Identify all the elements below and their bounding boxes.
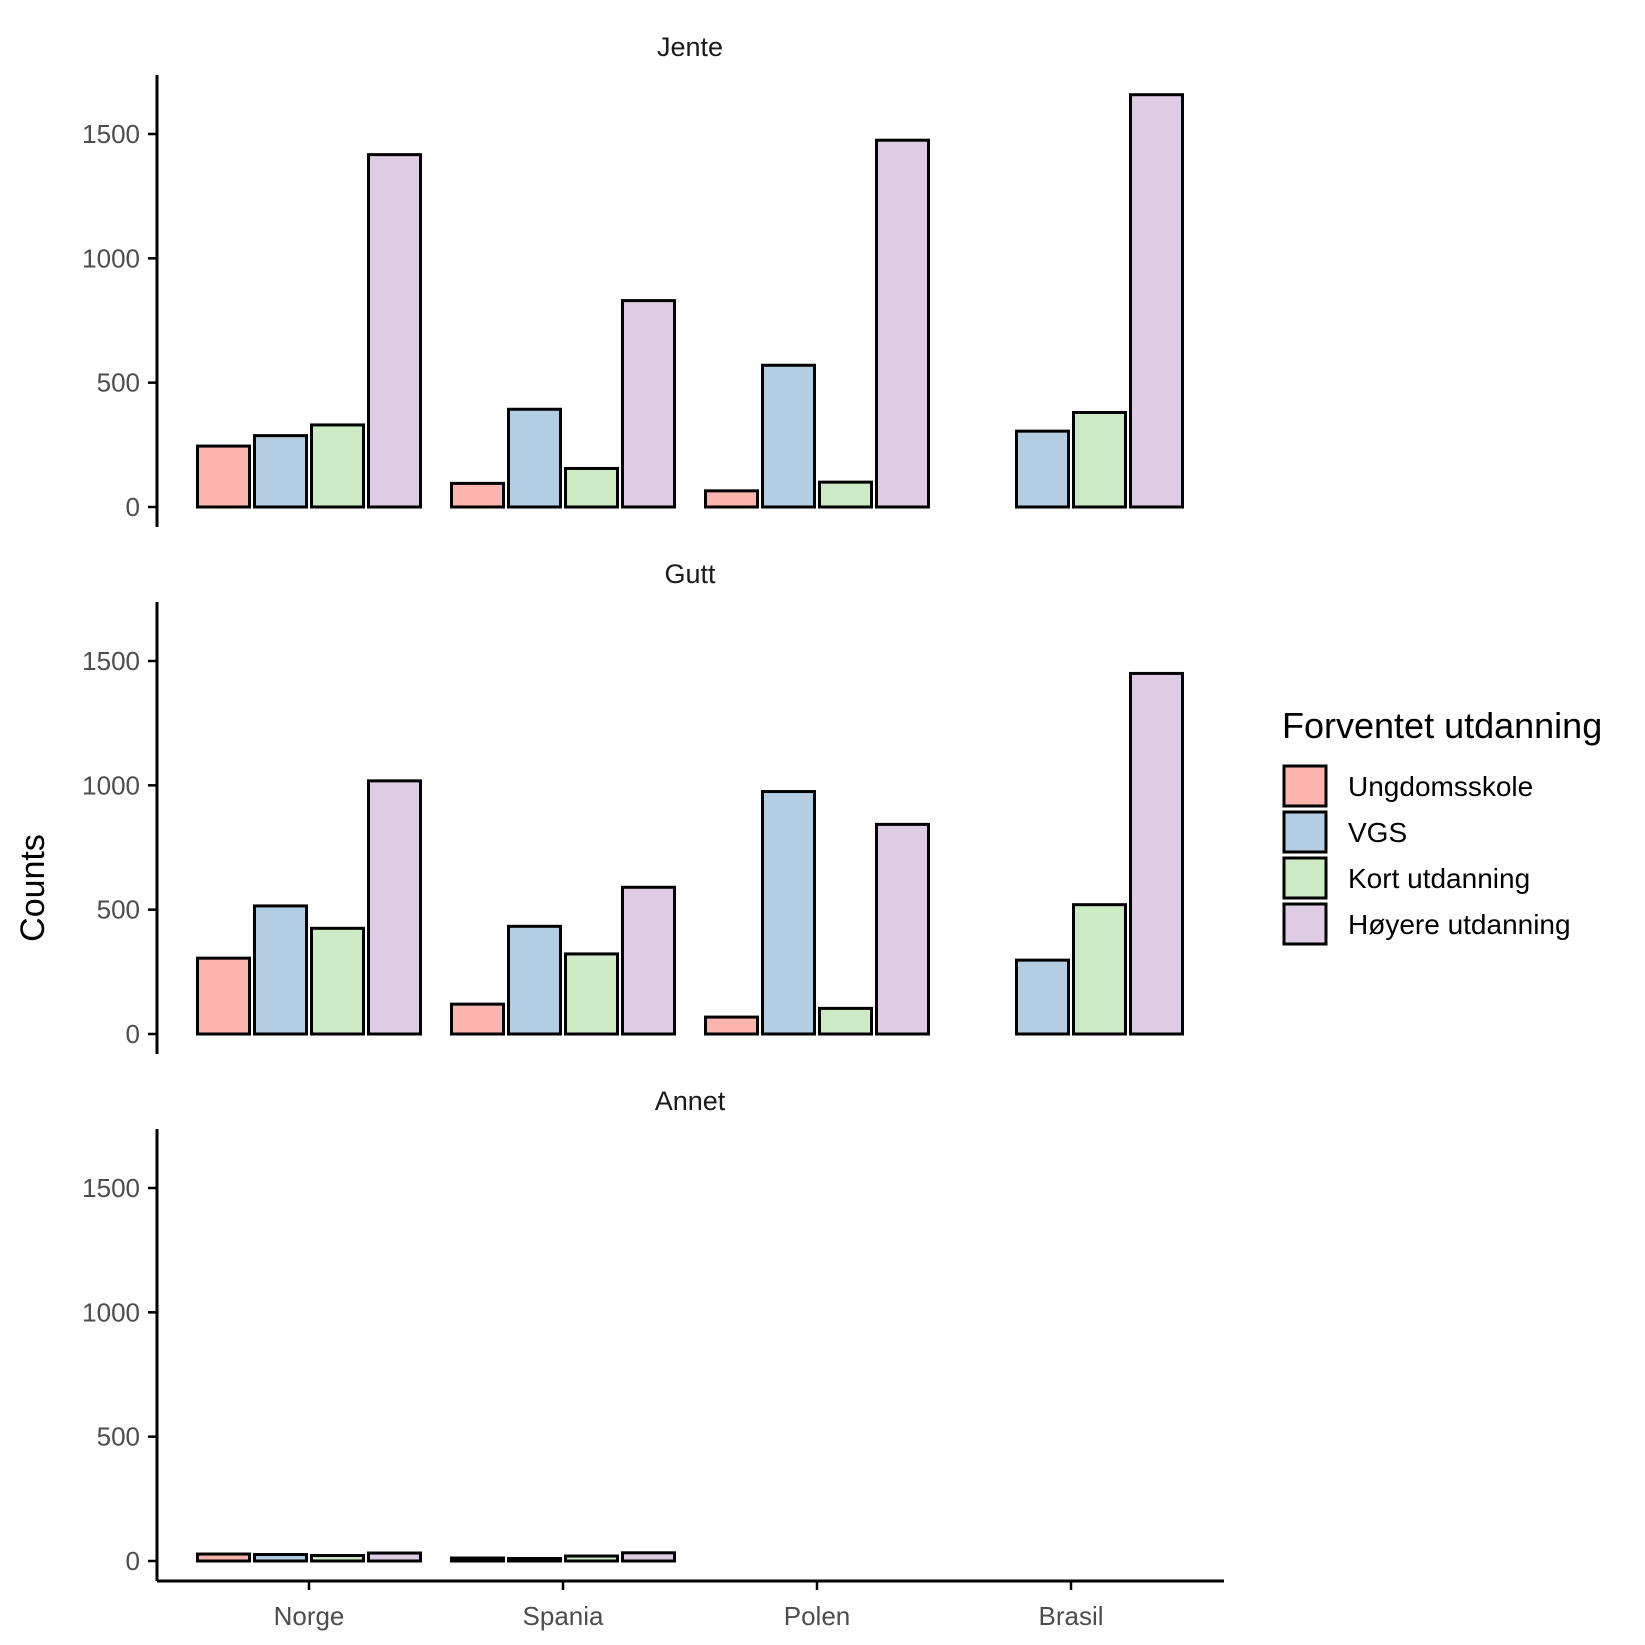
bar-gutt-spania-2	[564, 952, 619, 1036]
y-tick-label: 500	[97, 895, 140, 925]
panels: Jente 0 500 1000 1500 Gutt 0 500 1000 1500 Annet 0 5…	[82, 32, 1184, 1581]
bar-gutt-spania-3	[621, 885, 676, 1036]
bar-jente-polen-3	[875, 138, 930, 509]
y-tick-label: 1000	[82, 770, 140, 800]
y-tick-label: 1000	[82, 1297, 140, 1327]
bar-gutt-polen-1	[761, 790, 816, 1036]
y-tick-label: 0	[126, 1019, 140, 1049]
legend-swatch	[1282, 764, 1328, 808]
legend-label: Høyere utdanning	[1348, 909, 1571, 940]
x-tick-label: Polen	[784, 1601, 851, 1631]
y-axis-title: Counts	[14, 834, 52, 942]
bar-jente-spania-0	[450, 481, 505, 509]
bar-jente-norge-0	[196, 444, 251, 509]
legend-item: Kort utdanning	[1282, 856, 1530, 900]
bar-jente-norge-2	[310, 423, 365, 509]
bar-jente-norge-3	[367, 153, 422, 509]
legend-item: Ungdomsskole	[1282, 764, 1533, 808]
bar-jente-spania-3	[621, 299, 676, 509]
panel-title: Annet	[655, 1086, 726, 1116]
bar-gutt-norge-2	[310, 926, 365, 1036]
y-tick-label: 1500	[82, 119, 140, 149]
bar-jente-polen-2	[818, 480, 873, 509]
legend-label: Ungdomsskole	[1348, 771, 1533, 802]
bar-jente-brasil-3	[1129, 93, 1184, 509]
panel-jente: Jente 0 500 1000 1500	[82, 32, 1184, 527]
bar-jente-brasil-2	[1072, 411, 1127, 509]
legend-item: VGS	[1282, 810, 1407, 854]
bar-gutt-spania-1	[507, 924, 562, 1036]
bar-gutt-spania-0	[450, 1002, 505, 1036]
bar-gutt-polen-3	[875, 822, 930, 1036]
bar-annet-norge-2	[310, 1554, 365, 1563]
bar-jente-norge-1	[253, 434, 308, 509]
y-tick-label: 1500	[82, 646, 140, 676]
panel-title: Gutt	[664, 559, 716, 589]
bar-jente-polen-1	[761, 363, 816, 509]
legend-title: Forventet utdanning	[1282, 705, 1602, 746]
bar-gutt-norge-3	[367, 779, 422, 1036]
x-tick-label: Spania	[523, 1601, 604, 1631]
bar-gutt-norge-0	[196, 956, 251, 1036]
bar-jente-spania-1	[507, 407, 562, 509]
y-tick-label: 1000	[82, 243, 140, 273]
legend-item: Høyere utdanning	[1282, 902, 1571, 946]
legend-swatch	[1282, 810, 1328, 854]
panel-gutt: Gutt 0 500 1000 1500	[82, 559, 1184, 1054]
legend: Forventet utdanning Ungdomsskole VGS Kort …	[1282, 705, 1602, 946]
bar-annet-spania-0	[450, 1556, 505, 1563]
x-axis: Norge Spania Polen Brasil	[157, 1579, 1224, 1631]
y-tick-label: 0	[126, 1546, 140, 1576]
bar-jente-brasil-1	[1015, 429, 1070, 509]
bar-jente-spania-2	[564, 466, 619, 509]
x-tick-label: Norge	[274, 1601, 345, 1631]
bar-annet-norge-0	[196, 1552, 251, 1563]
panel-title: Jente	[657, 32, 723, 62]
bar-gutt-polen-2	[818, 1006, 873, 1036]
bar-gutt-brasil-1	[1015, 958, 1070, 1036]
y-tick-label: 500	[97, 1422, 140, 1452]
bar-annet-spania-1	[507, 1557, 562, 1563]
x-tick-label: Brasil	[1038, 1601, 1103, 1631]
bar-gutt-brasil-2	[1072, 903, 1127, 1036]
y-tick-label: 1500	[82, 1173, 140, 1203]
legend-swatch	[1282, 856, 1328, 900]
bar-gutt-norge-1	[253, 904, 308, 1036]
y-tick-label: 500	[97, 368, 140, 398]
y-tick-label: 0	[126, 492, 140, 522]
bar-gutt-brasil-3	[1129, 671, 1184, 1036]
legend-label: Kort utdanning	[1348, 863, 1530, 894]
legend-items: Ungdomsskole VGS Kort utdanning Høyere utda…	[1282, 764, 1571, 946]
bar-jente-polen-0	[704, 489, 759, 509]
legend-label: VGS	[1348, 817, 1407, 848]
bar-annet-spania-2	[564, 1554, 619, 1563]
panel-annet: Annet 0 500 1000 1500	[82, 1086, 726, 1581]
legend-swatch	[1282, 902, 1328, 946]
bar-annet-norge-1	[253, 1553, 308, 1563]
bar-gutt-polen-0	[704, 1015, 759, 1036]
bar-annet-spania-3	[621, 1551, 676, 1563]
bar-annet-norge-3	[367, 1551, 422, 1563]
